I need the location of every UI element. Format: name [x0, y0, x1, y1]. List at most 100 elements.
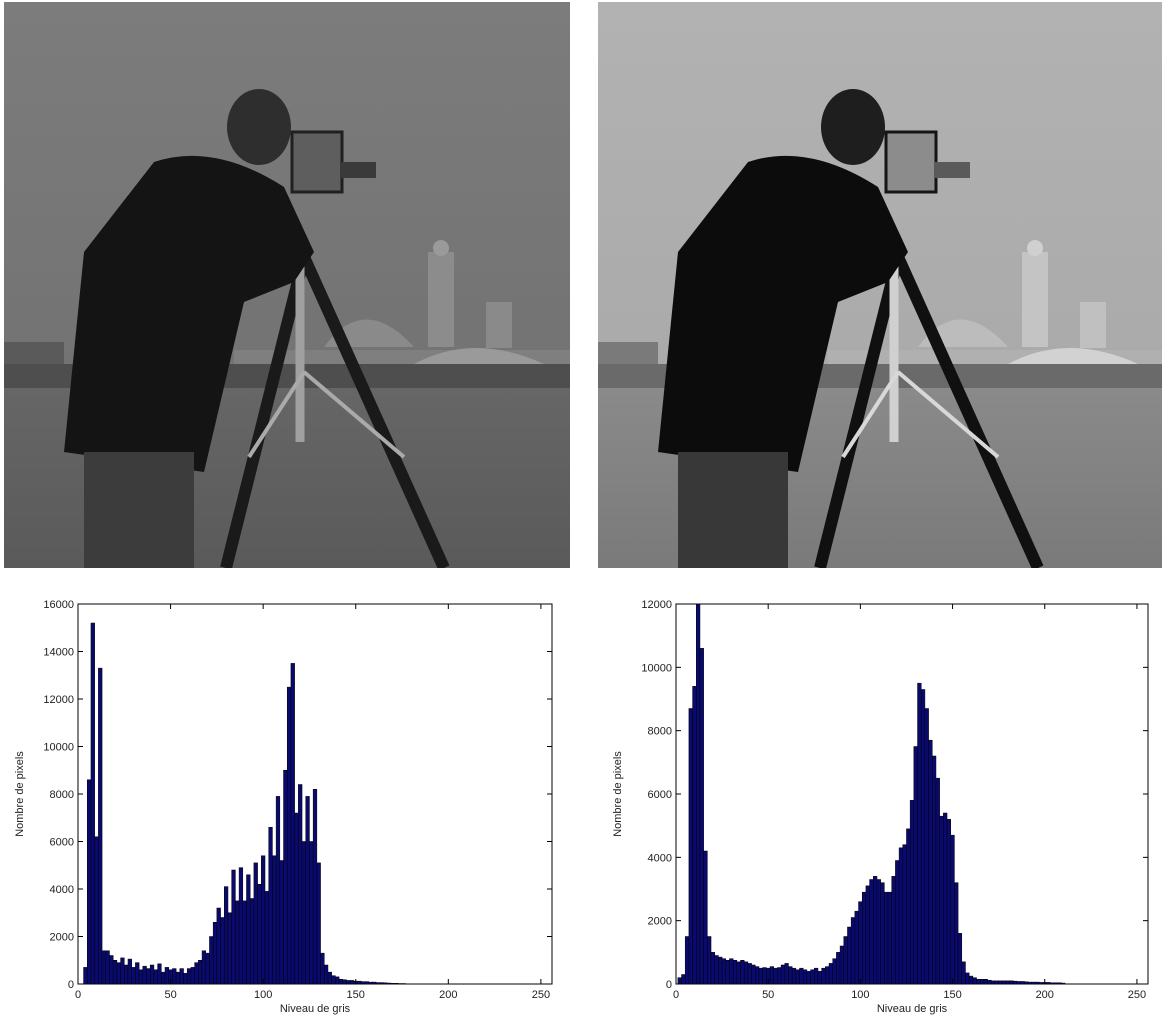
histogram-bar	[161, 971, 166, 984]
y-tick-label: 12000	[43, 694, 74, 706]
histogram-bar	[290, 663, 295, 984]
histogram-bar	[1027, 981, 1033, 984]
histogram-bar	[858, 901, 863, 984]
histogram-bar	[743, 961, 749, 984]
histogram-bar	[707, 936, 712, 984]
histogram-original: 0 50 100 150 200 250 0 2000 4000 6000 8000 10000 120…	[0, 586, 576, 1016]
y-tick-label: 14000	[43, 647, 74, 659]
histogram-bar	[1002, 980, 1007, 984]
histogram-bar	[242, 900, 247, 984]
histogram-equalized-svg: 0 50 100 150 200 250 0 2000 4000 6000 8000 10000 120…	[612, 599, 1149, 1015]
histogram-bar	[109, 955, 114, 984]
histogram-bar	[194, 962, 199, 984]
histogram-bar	[968, 975, 974, 984]
histogram-bar	[946, 819, 951, 984]
histogram-bar	[1024, 981, 1029, 984]
x-tick-label: 250	[1128, 989, 1146, 1001]
bars	[677, 604, 1066, 984]
histogram-bar	[94, 836, 99, 984]
histogram-bar	[684, 936, 690, 984]
histogram-bar	[1057, 982, 1062, 984]
histogram-bar	[699, 648, 704, 984]
histogram-bar	[902, 844, 907, 984]
histogram-bar	[998, 980, 1003, 984]
histogram-bar	[954, 882, 959, 984]
x-tick-label: 0	[673, 989, 679, 1001]
histogram-bar	[335, 976, 340, 984]
histogram-bar	[773, 967, 778, 984]
histogram-bar	[286, 686, 292, 984]
histogram-bar	[357, 980, 362, 984]
histogram-bar	[769, 966, 774, 984]
histogram-bar	[342, 979, 347, 984]
histogram-bar	[264, 891, 269, 984]
histogram-bar	[375, 982, 381, 984]
histogram-bar	[87, 779, 92, 984]
histogram-bar	[688, 708, 693, 984]
y-tick-label: 10000	[43, 742, 74, 754]
histogram-bar	[116, 962, 121, 984]
histogram-bar	[124, 964, 129, 984]
histogram-bar	[755, 966, 760, 984]
histogram-bar	[928, 739, 933, 984]
histogram-bar	[212, 922, 218, 984]
histogram-bar	[924, 708, 929, 984]
histogram-bar	[279, 860, 284, 984]
histogram-bar	[179, 968, 184, 984]
histogram-bar	[850, 917, 856, 984]
histogram-bar	[257, 884, 262, 984]
histogram-bar	[1020, 981, 1025, 984]
histogram-bar	[758, 967, 763, 984]
x-tick-label: 0	[75, 989, 81, 1001]
y-tick-label: 2000	[50, 932, 74, 944]
histogram-bar	[98, 667, 103, 984]
histogram-bar	[1005, 980, 1010, 984]
histogram-bar	[327, 971, 332, 984]
histogram-bar	[105, 950, 110, 984]
histogram-bar	[795, 969, 800, 984]
histogram-bar	[349, 980, 355, 984]
histogram-bar	[961, 961, 966, 984]
histogram-bar	[1038, 982, 1044, 984]
y-axis-label: Nombre de pixels	[612, 751, 624, 837]
histogram-bar	[361, 981, 366, 984]
histogram-bar	[917, 682, 922, 984]
histogram-bar	[201, 950, 207, 984]
histogram-bar	[950, 834, 955, 984]
cameraman-equalized-image	[598, 2, 1162, 568]
histogram-bar	[721, 958, 727, 984]
histogram-bar	[320, 952, 325, 984]
histogram-bar	[732, 960, 738, 984]
histogram-bar	[788, 966, 793, 984]
histogram-bar	[190, 967, 195, 984]
histogram-bar	[736, 961, 741, 984]
y-tick-label: 12000	[641, 599, 672, 611]
histogram-bar	[120, 957, 125, 984]
histogram-bar	[275, 796, 281, 984]
histogram-bar	[368, 981, 373, 984]
histogram-bar	[183, 973, 188, 984]
histogram-bar	[238, 867, 244, 984]
histogram-bar	[847, 926, 852, 984]
x-tick-label: 150	[347, 989, 365, 1001]
histogram-bar	[987, 979, 992, 984]
histogram-bar	[90, 622, 95, 984]
histogram-bar	[791, 967, 797, 984]
histogram-bar	[751, 964, 756, 984]
histogram-bar	[164, 967, 169, 984]
histogram-bar	[298, 784, 303, 984]
histogram-bar	[316, 862, 321, 984]
histogram-bar	[227, 912, 232, 984]
x-axis-label: Niveau de gris	[877, 1003, 948, 1015]
histogram-bar	[991, 980, 996, 984]
histogram-bar	[703, 850, 708, 984]
histogram-bar	[714, 955, 719, 984]
histogram-bar	[1031, 981, 1036, 984]
histogram-bar	[884, 891, 889, 984]
histogram-bar	[294, 812, 299, 984]
y-tick-label: 8000	[648, 726, 672, 738]
histogram-bar	[149, 964, 155, 984]
histogram-bar	[762, 967, 767, 984]
histogram-bar	[873, 876, 878, 984]
histogram-bar	[895, 860, 900, 984]
